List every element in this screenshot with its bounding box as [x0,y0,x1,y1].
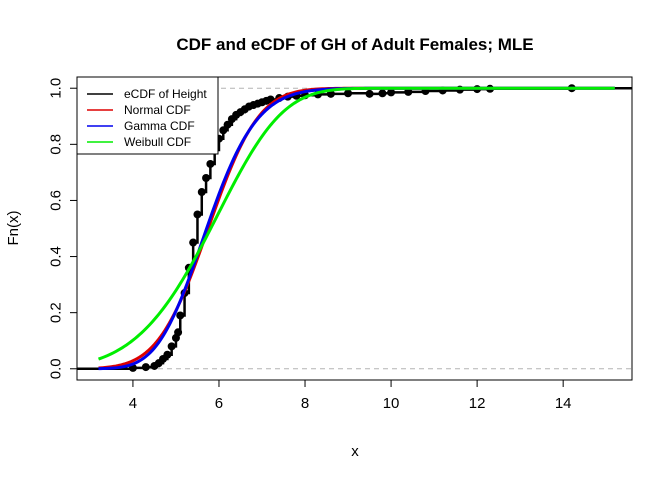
ecdf-point [174,328,183,337]
ecdf-point [202,174,211,182]
ecdf-point [387,88,396,97]
y-axis: 0.0 0.2 0.4 0.6 0.8 1.0 [48,78,78,379]
x-tick-label: 4 [129,395,137,412]
ecdf-point [365,89,374,98]
x-tick-label: 12 [469,395,486,412]
legend: eCDF of Height Normal CDF Gamma CDF Weibull… [76,76,219,155]
legend-entry-label: Gamma CDF [124,119,195,133]
x-axis-label: x [351,443,359,460]
legend-entry-label: Normal CDF [124,103,191,117]
ecdf-point [404,87,413,96]
y-tick-label: 0.2 [48,302,65,323]
y-tick-label: 1.0 [48,78,65,99]
y-tick-label: 0.4 [48,246,65,267]
ecdf-point [141,363,150,372]
legend-entry-label: eCDF of Height [124,87,207,101]
y-axis-label: Fn(x) [5,211,22,246]
ecdf-point [163,350,172,359]
legend-entry-label: Weibull CDF [124,135,191,149]
ecdf-point [193,210,202,219]
legend-box [76,76,219,155]
x-tick-label: 10 [383,395,400,412]
chart-title: CDF and eCDF of GH of Adult Females; MLE [176,35,533,54]
y-tick-label: 0.8 [48,134,65,155]
ecdf-point [167,342,176,351]
x-tick-label: 8 [301,395,309,412]
y-tick-label: 0.0 [48,358,65,379]
ecdf-point [206,159,215,168]
ecdf-point [378,89,387,98]
weibull-cdf-curve [98,86,615,361]
ecdf-point [189,238,198,247]
x-tick-label: 14 [555,395,572,412]
x-axis: 4 6 8 10 12 14 [129,379,572,412]
ecdf-point [223,120,232,129]
ecdf-point [219,126,228,135]
ecdf-point [176,311,185,320]
plot-area [77,84,632,372]
ecdf-point [197,188,206,197]
y-tick-label: 0.6 [48,190,65,211]
ecdf-point [344,89,353,98]
x-tick-label: 6 [215,395,223,412]
